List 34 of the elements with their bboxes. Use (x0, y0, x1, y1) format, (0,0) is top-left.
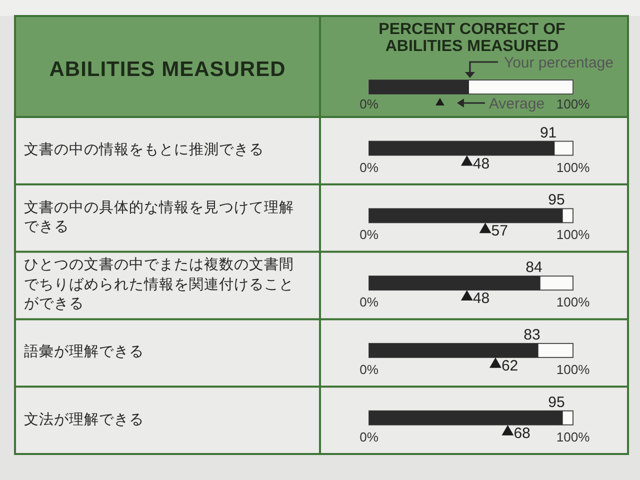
text: 100% (556, 429, 590, 444)
y-tick-label: 語彙が理解できる (24, 343, 144, 362)
data-label: 57 (491, 222, 508, 240)
legend-label: Your percentage (504, 54, 614, 72)
data-label: 83 (524, 326, 540, 344)
y-tick-label: ひとつの文書の中でまたは複数の文書間でちりばめられた情報を関連付けることができる (24, 256, 295, 314)
point (479, 222, 492, 234)
text: 0% (360, 227, 378, 242)
point (489, 358, 502, 368)
y-axis-title: ABILITIES MEASURED (49, 58, 286, 81)
data-label: 95 (548, 192, 565, 209)
text: 100% (556, 294, 590, 310)
legend-label: Average (488, 95, 545, 112)
data-label: 48 (472, 290, 490, 308)
point (502, 424, 514, 436)
data-label: 62 (501, 357, 518, 374)
data-label: 48 (472, 155, 490, 172)
point (460, 155, 473, 166)
x-axis-title: PERCENT CORRECT OF ABILITIES MEASURED (378, 21, 566, 55)
text: 0% (360, 96, 378, 112)
y-tick-label: 文書の中の具体的な情報を見つけて理解できる (24, 198, 295, 238)
text: 0% (360, 362, 378, 378)
data-label: 91 (540, 124, 557, 142)
text: 100% (556, 96, 590, 112)
text: 0% (360, 294, 378, 310)
y-tick-label: 文書の中の情報をもとに推測できる (24, 140, 264, 160)
data-label: 95 (548, 394, 565, 411)
data-label: 68 (514, 424, 530, 442)
y-tick-label: 文法が理解できる (24, 410, 144, 430)
text: 100% (556, 362, 590, 378)
point (460, 290, 473, 301)
data-label: 84 (526, 259, 542, 276)
text: 0% (360, 429, 378, 444)
text: 100% (556, 227, 590, 242)
